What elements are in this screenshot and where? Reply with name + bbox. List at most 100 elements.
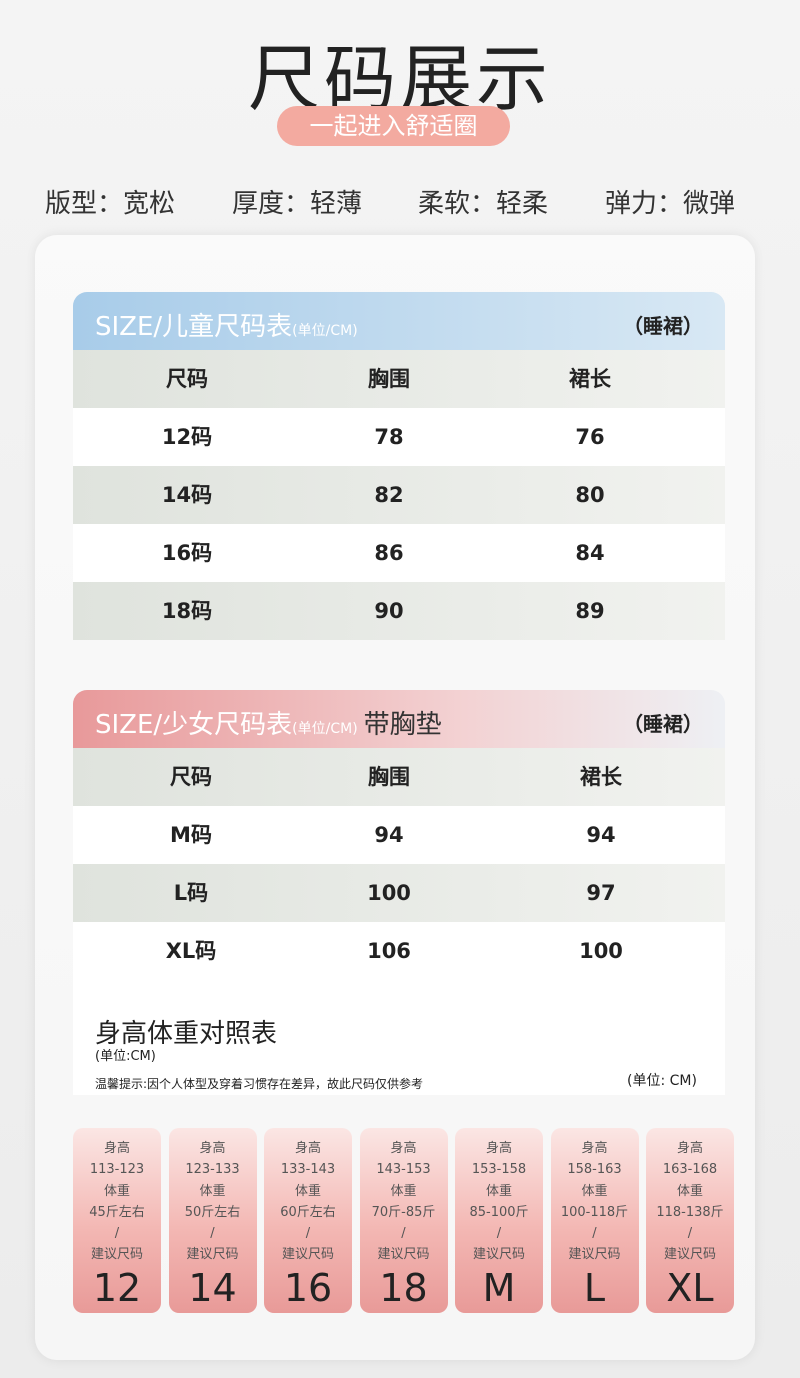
- table-row: L码 100 97: [73, 864, 725, 922]
- table-title: SIZE/少女尺码表: [95, 710, 293, 740]
- card-separator: /: [687, 1226, 693, 1242]
- card-weight: 85-100斤: [469, 1204, 529, 1220]
- table-title-line: SIZE/少女尺码表(单位/CM) 带胸垫: [95, 704, 442, 741]
- attribute: 版型：宽松: [45, 189, 176, 219]
- card-weight-label: 体重: [581, 1183, 608, 1199]
- table-cell: XL码: [165, 939, 217, 963]
- table-cell: 裙长: [569, 367, 611, 391]
- size-card: 身高 158-163 体重 100-118斤 / 建议尺码 L: [550, 1128, 639, 1313]
- table-unit: (单位/CM): [292, 721, 358, 737]
- table-cell: 97: [586, 881, 616, 905]
- card-size-label: 建议尺码: [90, 1247, 143, 1263]
- card-size-label: 建议尺码: [568, 1247, 621, 1263]
- card-weight-label: 体重: [485, 1183, 512, 1199]
- table-cell: 94: [586, 823, 616, 847]
- attribute: 弹力：微弹: [605, 189, 736, 219]
- table-row: 16码 86 84: [73, 524, 725, 582]
- table-title: SIZE/儿童尺码表: [95, 312, 293, 342]
- table-cell: 12码: [161, 425, 213, 449]
- table-cell: 胸围: [368, 367, 410, 391]
- card-height: 123-133: [185, 1162, 240, 1178]
- table-cell: 80: [575, 483, 605, 507]
- size-card: 身高 143-153 体重 70斤-85斤 / 建议尺码 18: [359, 1128, 448, 1313]
- size-card: 身高 133-143 体重 60斤左右 / 建议尺码 16: [264, 1128, 352, 1313]
- card-size: L: [583, 1265, 606, 1310]
- table-cell: 100: [367, 881, 411, 905]
- table-note: 带胸垫: [363, 710, 442, 740]
- card-separator: /: [401, 1226, 406, 1242]
- table-cell: L码: [173, 881, 209, 905]
- table-tag: （睡裙）: [623, 712, 703, 736]
- reference-box: [73, 980, 725, 1095]
- table-row: XL码 106 100: [73, 922, 725, 980]
- table-row: 12码 78 76: [73, 408, 725, 466]
- table-cell: 14码: [161, 483, 213, 507]
- subtitle: 一起进入舒适圈: [277, 106, 510, 146]
- card-size-label: 建议尺码: [472, 1247, 525, 1263]
- card-height-label: 身高: [103, 1141, 130, 1156]
- card-weight-label: 体重: [294, 1183, 321, 1199]
- table-cell: 100: [579, 939, 623, 963]
- table-cell: 106: [367, 939, 411, 963]
- table-cell: 82: [374, 483, 404, 507]
- card-height-label: 身高: [485, 1141, 512, 1156]
- table-cell: 76: [575, 425, 605, 449]
- card-height: 113-123: [89, 1162, 145, 1178]
- card-weight: 50斤左右: [184, 1204, 241, 1220]
- card-separator: /: [114, 1226, 120, 1242]
- card-size: 14: [188, 1265, 237, 1310]
- card-weight: 118-138斤: [656, 1204, 724, 1220]
- card-height: 143-153: [376, 1162, 431, 1178]
- table-unit: (单位/CM): [292, 323, 358, 339]
- card-weight: 100-118斤: [560, 1204, 629, 1220]
- card-height: 133-143: [280, 1162, 336, 1178]
- card-height-label: 身高: [199, 1141, 226, 1156]
- table-cell: 尺码: [166, 367, 208, 391]
- attribute: 柔软：轻柔: [418, 189, 549, 219]
- table-column-header: 尺码 胸围 裙长: [73, 748, 725, 806]
- table-row: M码 94 94: [73, 806, 725, 864]
- card-size: 16: [283, 1265, 333, 1310]
- table-cell: 78: [374, 425, 404, 449]
- card-separator: /: [592, 1226, 597, 1242]
- card-height-label: 身高: [390, 1141, 417, 1156]
- card-height: 153-158: [471, 1162, 527, 1178]
- table-cell: 裙长: [580, 765, 622, 789]
- size-card: 身高 123-133 体重 50斤左右 / 建议尺码 14: [168, 1128, 257, 1313]
- card-weight: 45斤左右: [89, 1204, 145, 1220]
- size-card: 身高 113-123 体重 45斤左右 / 建议尺码 12: [73, 1128, 161, 1313]
- card-weight: 70斤-85斤: [371, 1204, 436, 1220]
- card-size-label: 建议尺码: [377, 1247, 430, 1263]
- table-header-bar: SIZE/少女尺码表(单位/CM) 带胸垫 （睡裙）: [73, 690, 725, 748]
- table-cell: 胸围: [368, 765, 410, 789]
- card-size: XL: [666, 1265, 714, 1310]
- card-size-label: 建议尺码: [281, 1247, 334, 1263]
- reference-tip: 温馨提示:因个人体型及穿着习惯存在差异，故此尺码仅供参考: [95, 1077, 424, 1091]
- card-separator: /: [496, 1226, 502, 1242]
- card-size-label: 建议尺码: [186, 1247, 239, 1263]
- card-weight-label: 体重: [390, 1183, 417, 1199]
- table-cell: M码: [170, 823, 212, 847]
- reference-unit: (单位:CM): [95, 1049, 156, 1064]
- table-row: 14码 82 80: [73, 466, 725, 524]
- table-row: 18码 90 89: [73, 582, 725, 640]
- table-cell: 18码: [161, 599, 213, 623]
- card-size-label: 建议尺码: [663, 1247, 716, 1263]
- table-header-bar: SIZE/儿童尺码表(单位/CM) （睡裙）: [73, 292, 725, 350]
- card-weight-label: 体重: [199, 1183, 226, 1199]
- size-card: 身高 163-168 体重 118-138斤 / 建议尺码 XL: [646, 1128, 734, 1313]
- card-height-label: 身高: [294, 1141, 321, 1156]
- table-cell: 84: [575, 541, 605, 565]
- card-height-label: 身高: [676, 1141, 703, 1156]
- table-cell: 90: [374, 599, 404, 623]
- card-height: 158-163: [567, 1162, 622, 1178]
- card-height-label: 身高: [581, 1141, 608, 1156]
- card-weight-label: 体重: [103, 1183, 130, 1199]
- table-column-header: 尺码 胸围 裙长: [73, 350, 725, 408]
- card-separator: /: [305, 1226, 311, 1242]
- table-cell: 89: [575, 599, 605, 623]
- attribute: 厚度：轻薄: [232, 189, 363, 219]
- size-card: 身高 153-158 体重 85-100斤 / 建议尺码 M: [455, 1128, 543, 1313]
- table-cell: 86: [374, 541, 404, 565]
